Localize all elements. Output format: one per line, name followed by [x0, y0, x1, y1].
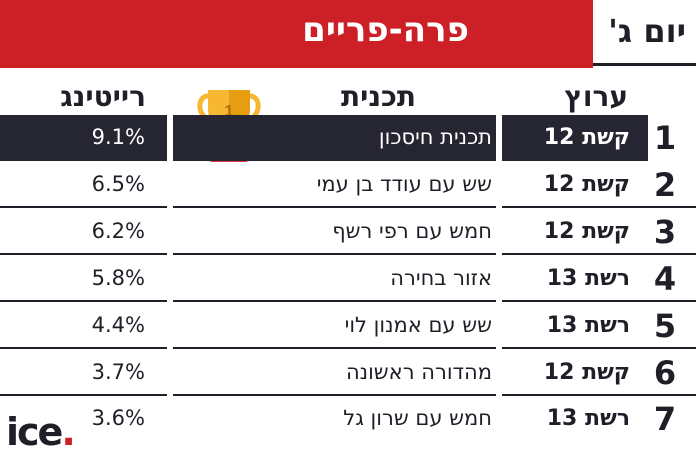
row-divider [173, 300, 496, 302]
row-rating-cell: 3.7% [0, 350, 167, 396]
row-rating: 6.5% [91, 172, 145, 196]
row-divider [0, 253, 167, 255]
ice-logo: ice. [6, 410, 76, 454]
row-rating: 4.4% [91, 313, 145, 337]
row-rating: 3.7% [91, 360, 145, 384]
row-rating-cell: 3.6% [0, 396, 167, 442]
row-divider [0, 300, 167, 302]
row-divider [173, 253, 496, 255]
row-show-cell: אזור בחירה [173, 256, 496, 302]
column-header-show: תכנית [340, 80, 416, 113]
row-show: תכנית חיסכון [378, 125, 492, 149]
row-show-cell: תכנית חיסכון [173, 115, 496, 161]
row-rating-cell: 6.5% [0, 162, 167, 208]
row-divider [502, 206, 696, 208]
row-divider [0, 394, 167, 396]
logo-dot: . [61, 410, 76, 454]
row-rank: 1 [653, 119, 677, 157]
row-rating-cell: 4.4% [0, 303, 167, 349]
day-label: יום ג' [608, 12, 686, 50]
row-divider [173, 394, 496, 396]
trophy-rank: 1 [225, 103, 234, 120]
row-show-cell: שש עם עודד בן עמי [173, 162, 496, 208]
row-channel-cell: קשת 12 [502, 162, 648, 208]
row-show-cell: חמש עם רפי רשף [173, 209, 496, 255]
row-divider [173, 347, 496, 349]
row-show: שש עם עודד בן עמי [316, 172, 492, 196]
row-rating: 3.6% [91, 406, 145, 430]
row-rank: 4 [653, 260, 677, 298]
row-channel: רשת 13 [546, 313, 630, 338]
day-label-box: יום ג' [593, 0, 696, 66]
row-show: שש עם אמנון לוי [344, 313, 492, 337]
row-divider [502, 300, 696, 302]
row-rank: 7 [653, 400, 677, 438]
table-row: 4 רשת 13 אזור בחירה 5.8% [0, 256, 696, 302]
row-show: מהדורה ראשונה [345, 360, 492, 384]
title-bar: פרה-פריים [0, 0, 593, 68]
row-divider [173, 206, 496, 208]
table-row: 6 קשת 12 מהדורה ראשונה 3.7% [0, 350, 696, 396]
table-row: 2 קשת 12 שש עם עודד בן עמי 6.5% [0, 162, 696, 208]
row-rank: 3 [653, 213, 677, 251]
row-show: חמש עם שרון גל [343, 406, 492, 430]
table-row: 5 רשת 13 שש עם אמנון לוי 4.4% [0, 303, 696, 349]
row-show: חמש עם רפי רשף [332, 219, 492, 243]
row-rating-cell: 5.8% [0, 256, 167, 302]
row-rank: 2 [653, 166, 677, 204]
row-channel: רשת 13 [546, 266, 630, 291]
row-rating: 6.2% [91, 219, 145, 243]
row-channel: רשת 13 [546, 406, 630, 431]
page-title: פרה-פריים [302, 10, 469, 50]
row-channel: קשת 12 [543, 360, 630, 385]
row-channel: קשת 12 [543, 125, 630, 150]
row-show-cell: מהדורה ראשונה [173, 350, 496, 396]
row-channel-cell: קשת 12 [502, 115, 648, 161]
row-channel-cell: קשת 12 [502, 209, 648, 255]
table-row: 1 קשת 12 תכנית חיסכון 9.1% [0, 115, 696, 161]
row-channel-cell: רשת 13 [502, 303, 648, 349]
row-channel: קשת 12 [543, 219, 630, 244]
row-rank: 5 [653, 307, 677, 345]
column-header-rating: רייטינג [60, 80, 146, 113]
header-banner: פרה-פריים יום ג' [0, 0, 696, 68]
row-show: אזור בחירה [390, 266, 492, 290]
logo-text: ice [6, 410, 63, 454]
row-rating: 9.1% [91, 125, 145, 149]
row-divider [502, 347, 696, 349]
row-channel-cell: רשת 13 [502, 396, 648, 442]
row-divider [0, 347, 167, 349]
row-rating-cell: 6.2% [0, 209, 167, 255]
row-rating: 5.8% [91, 266, 145, 290]
column-header-channel: ערוץ [564, 80, 628, 113]
row-divider [502, 394, 696, 396]
row-rank: 6 [653, 354, 677, 392]
row-rating-cell: 9.1% [0, 115, 167, 161]
row-show-cell: חמש עם שרון גל [173, 396, 496, 442]
row-channel-cell: רשת 13 [502, 256, 648, 302]
row-show-cell: שש עם אמנון לוי [173, 303, 496, 349]
row-channel: קשת 12 [543, 172, 630, 197]
row-divider [0, 206, 167, 208]
table-row: 7 רשת 13 חמש עם שרון גל 3.6% [0, 396, 696, 442]
row-divider [502, 253, 696, 255]
row-channel-cell: קשת 12 [502, 350, 648, 396]
table-row: 3 קשת 12 חמש עם רפי רשף 6.2% [0, 209, 696, 255]
